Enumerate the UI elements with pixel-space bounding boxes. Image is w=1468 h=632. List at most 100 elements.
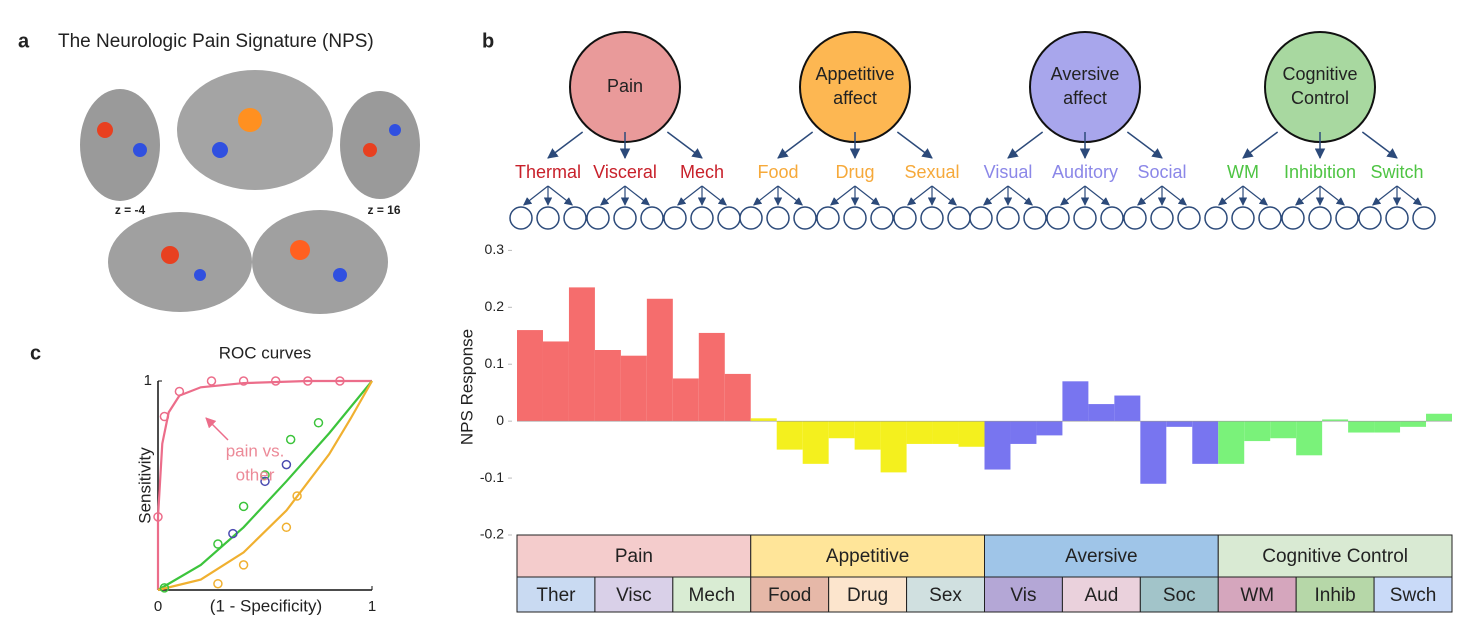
subgroup-cell [750, 576, 830, 613]
study-node [717, 206, 741, 230]
y-tick-label: 0.3 [485, 241, 505, 257]
arrow [1242, 185, 1268, 206]
subgroup-label: Inhib [1315, 585, 1356, 606]
bar [1374, 421, 1401, 433]
study-node [1073, 206, 1097, 230]
bar [646, 298, 673, 422]
study-node [1412, 206, 1436, 230]
study-node [1231, 206, 1255, 230]
bar [1088, 404, 1115, 422]
roc-point [335, 376, 345, 386]
node-label: Control [1291, 88, 1349, 108]
arrow [677, 185, 703, 206]
x-axis-label: (1 - Specificity) [210, 596, 322, 615]
arrow [1319, 185, 1345, 206]
arrow [1361, 131, 1398, 159]
study-node [843, 206, 867, 230]
study-node [586, 206, 610, 230]
arrow [753, 185, 779, 206]
bar [1140, 421, 1167, 484]
bar [1192, 421, 1219, 464]
subgroup-label: Visc [616, 585, 652, 606]
group-label: Appetitive [826, 546, 909, 567]
roc-point [206, 376, 217, 386]
y-tick-label: 0.2 [485, 298, 505, 314]
child-label: WM [1227, 162, 1259, 182]
study-node [1100, 206, 1124, 230]
brain-images [80, 70, 420, 314]
group-label: Aversive [1065, 546, 1138, 567]
y-tick-label: 0.1 [485, 355, 505, 371]
arrow [1084, 185, 1110, 206]
study-node [739, 206, 763, 230]
subgroup-cell [1061, 576, 1141, 613]
arrow [896, 131, 933, 159]
study-node [1258, 206, 1282, 230]
study-node [1335, 206, 1359, 230]
roc-point [159, 411, 170, 422]
y-axis-label: Sensitivity [135, 447, 154, 524]
study-node [1385, 206, 1409, 230]
bar [1400, 421, 1427, 427]
group-label: Cognitive Control [1262, 546, 1408, 567]
arrow [777, 185, 803, 206]
roc-point [174, 386, 185, 397]
child-label: Food [757, 162, 798, 182]
child-label: Inhibition [1284, 162, 1356, 182]
child-label: Drug [835, 162, 874, 182]
arrow [1060, 185, 1086, 206]
child-label: Mech [680, 162, 724, 182]
slice-label: z = 16 [367, 203, 400, 217]
annotation: other [236, 465, 275, 484]
panel-title: The Neurologic Pain Signature (NPS) [58, 31, 374, 52]
subgroup-label: Drug [847, 585, 888, 606]
bar [568, 287, 595, 422]
bar [854, 421, 881, 450]
node-label: Appetitive [815, 64, 894, 84]
panel-label: c [30, 342, 41, 364]
group-cell [750, 534, 985, 578]
subgroup-cell [906, 576, 985, 613]
study-node [1023, 206, 1047, 230]
group-cell [984, 534, 1219, 578]
bar [1010, 421, 1037, 444]
arrow [600, 185, 626, 206]
node-label: affect [833, 88, 877, 108]
roc-point [260, 476, 270, 487]
bar [776, 421, 803, 450]
study-node [1358, 206, 1382, 230]
child-label: Auditory [1052, 162, 1118, 182]
roc-point [228, 528, 238, 539]
study-node [793, 206, 817, 230]
y-tick-label: 0 [496, 412, 504, 428]
arrow [1372, 185, 1398, 206]
subgroup-label: WM [1240, 585, 1274, 606]
group-cell [516, 534, 752, 578]
arrow [931, 185, 957, 206]
arrow [907, 185, 933, 206]
study-node [536, 206, 560, 230]
bar [698, 332, 725, 422]
study-node [1204, 206, 1228, 230]
roc-point [270, 376, 281, 386]
bar [1218, 421, 1245, 464]
roc-point [313, 418, 324, 428]
arrow [1161, 185, 1187, 206]
arrow [1137, 185, 1163, 206]
group-label: Pain [615, 546, 653, 567]
arrow [1218, 185, 1244, 206]
roc-curve [157, 380, 373, 591]
arrow [624, 185, 650, 206]
bar [828, 421, 855, 439]
bar [1166, 421, 1193, 427]
subgroup-label: Soc [1163, 585, 1196, 606]
arrow [523, 185, 549, 206]
bar [1244, 421, 1271, 442]
bar [750, 418, 777, 422]
roc-point [292, 491, 302, 501]
bar [906, 421, 933, 444]
child-label: Thermal [515, 162, 581, 182]
study-node [1046, 206, 1070, 230]
subgroup-label: Ther [536, 585, 576, 606]
study-node [690, 206, 714, 230]
